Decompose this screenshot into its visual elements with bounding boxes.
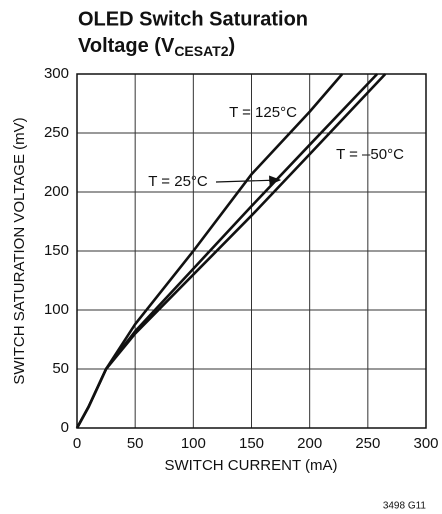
plot-frame xyxy=(76,73,427,429)
x-tick-label: 300 xyxy=(413,435,438,452)
chart-title: Voltage (VCESAT2) xyxy=(78,35,235,58)
x-tick-label: 200 xyxy=(297,435,322,452)
title-text: ) xyxy=(229,35,236,57)
chart-title: OLED Switch Saturation xyxy=(78,8,308,30)
series-label: T = 125°C xyxy=(229,104,297,121)
y-tick-label: 200 xyxy=(44,183,69,200)
x-axis-label: SWITCH CURRENT (mA) xyxy=(164,457,337,474)
y-tick-label: 300 xyxy=(44,65,69,82)
y-tick-label: 100 xyxy=(44,301,69,318)
footnote: 3498 G11 xyxy=(383,501,427,512)
x-tick-label: 250 xyxy=(355,435,380,452)
y-tick-label: 150 xyxy=(44,242,69,259)
series-label: T = –50°C xyxy=(336,146,404,163)
x-tick-label: 0 xyxy=(73,435,81,452)
y-tick-label: 0 xyxy=(61,419,69,436)
x-tick-label: 50 xyxy=(127,435,144,452)
title-text: Voltage (V xyxy=(78,35,175,57)
y-tick-label: 250 xyxy=(44,124,69,141)
x-tick-label: 150 xyxy=(239,435,264,452)
x-tick-label: 100 xyxy=(181,435,206,452)
data-line xyxy=(75,73,387,429)
y-tick-label: 50 xyxy=(52,360,69,377)
series-label: T = 25°C xyxy=(148,173,208,190)
title-subscript: CESAT2 xyxy=(174,43,228,59)
y-axis-label: SWITCH SATURATION VOLTAGE (mV) xyxy=(11,117,28,384)
